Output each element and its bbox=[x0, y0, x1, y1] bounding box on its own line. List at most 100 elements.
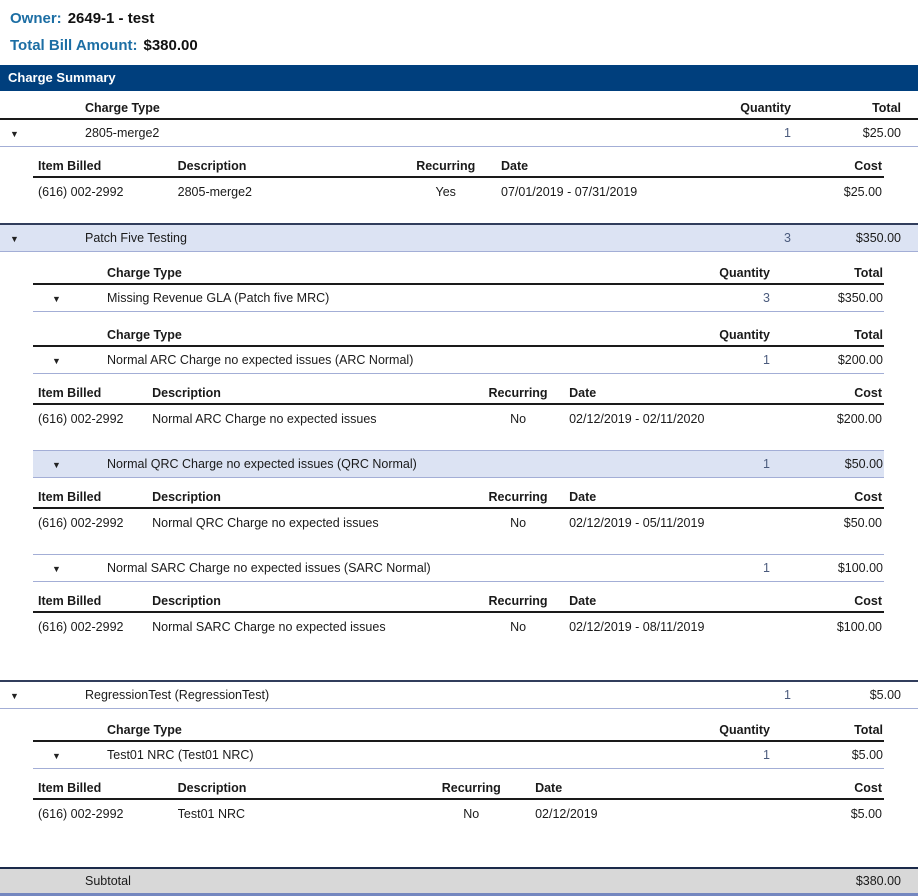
column-header-total: Total bbox=[784, 719, 884, 742]
item-detail-table: Item Billed Description Recurring Date C… bbox=[33, 382, 884, 432]
expanded-detail-sarc: Item Billed Description Recurring Date C… bbox=[33, 582, 884, 659]
recurring-cell: No bbox=[510, 516, 527, 530]
column-header-recurring: Recurring bbox=[467, 486, 570, 509]
column-header-item-billed: Item Billed bbox=[33, 382, 153, 405]
item-detail-table: Item Billed Description Recurring Date C… bbox=[33, 590, 884, 640]
charge-summary-header: Charge Summary bbox=[0, 65, 918, 91]
column-header-date: Date bbox=[569, 382, 774, 405]
sub-table-header-row: Charge Type Quantity Total bbox=[33, 719, 884, 742]
quantity-cell: 1 bbox=[664, 346, 784, 374]
spacer bbox=[33, 312, 884, 324]
collapse-arrow-icon[interactable]: ▼ bbox=[10, 234, 19, 244]
charge-row-missing-revenue-gla: ▼ Missing Revenue GLA (Patch five MRC) 3… bbox=[33, 284, 884, 312]
column-header-total: Total bbox=[784, 324, 884, 347]
owner-label: Owner: bbox=[10, 10, 62, 27]
description-cell: Normal ARC Charge no expected issues bbox=[152, 412, 377, 426]
arrow-column-spacer bbox=[0, 97, 44, 120]
item-billed-cell: (616) 002-2992 bbox=[38, 807, 124, 821]
column-header-date: Date bbox=[569, 486, 774, 509]
column-header-cost: Cost bbox=[773, 382, 884, 405]
quantity-cell: 3 bbox=[683, 223, 803, 252]
description-cell: Normal QRC Charge no expected issues bbox=[152, 516, 379, 530]
charge-summary-table: Charge Type Quantity Total ▼ 2805-merge2… bbox=[0, 97, 918, 896]
column-header-item-billed: Item Billed bbox=[33, 155, 178, 178]
detail-header-row: Item Billed Description Recurring Date C… bbox=[33, 590, 884, 613]
collapse-arrow-icon[interactable]: ▼ bbox=[52, 460, 61, 470]
total-bill-value: $380.00 bbox=[143, 37, 198, 54]
detail-row: (616) 002-2992 Normal QRC Charge no expe… bbox=[33, 508, 884, 536]
column-header-description: Description bbox=[152, 590, 467, 613]
column-header-quantity: Quantity bbox=[683, 97, 803, 120]
column-header-charge-type: Charge Type bbox=[44, 97, 683, 120]
item-billed-cell: (616) 002-2992 bbox=[38, 516, 124, 530]
column-header-recurring: Recurring bbox=[467, 382, 570, 405]
cost-cell: $5.00 bbox=[850, 807, 882, 821]
arrow-column-spacer bbox=[33, 324, 77, 347]
total-cell: $200.00 bbox=[784, 346, 884, 374]
column-header-quantity: Quantity bbox=[664, 719, 784, 742]
item-billed-cell: (616) 002-2992 bbox=[38, 185, 124, 199]
detail-header-row: Item Billed Description Recurring Date C… bbox=[33, 777, 884, 800]
column-header-description: Description bbox=[152, 486, 467, 509]
column-header-recurring: Recurring bbox=[467, 590, 570, 613]
arrow-column-spacer bbox=[0, 867, 44, 896]
item-detail-table: Item Billed Description Recurring Date C… bbox=[33, 777, 884, 827]
charge-type-cell: Normal QRC Charge no expected issues (QR… bbox=[77, 450, 664, 478]
charge-type-cell: Normal SARC Charge no expected issues (S… bbox=[77, 554, 664, 582]
quantity-cell: 1 bbox=[664, 450, 784, 478]
total-bill-label: Total Bill Amount: bbox=[10, 37, 138, 54]
description-cell: 2805-merge2 bbox=[177, 185, 253, 199]
column-header-recurring: Recurring bbox=[390, 155, 502, 178]
date-cell: 02/12/2019 - 05/11/2019 bbox=[569, 516, 705, 530]
column-header-cost: Cost bbox=[773, 777, 884, 800]
item-billed-cell: (616) 002-2992 bbox=[38, 412, 124, 426]
detail-row: (616) 002-2992 Normal ARC Charge no expe… bbox=[33, 404, 884, 432]
item-billed-cell: (616) 002-2992 bbox=[38, 620, 124, 634]
collapse-arrow-icon[interactable]: ▼ bbox=[52, 356, 61, 366]
quantity-cell: 1 bbox=[664, 554, 784, 582]
total-cell: $350.00 bbox=[784, 284, 884, 312]
column-header-date: Date bbox=[569, 590, 774, 613]
charge-type-cell: Normal ARC Charge no expected issues (AR… bbox=[77, 346, 664, 374]
charge-type-cell: Test01 NRC (Test01 NRC) bbox=[77, 741, 664, 769]
collapse-arrow-icon[interactable]: ▼ bbox=[10, 129, 19, 139]
date-cell: 02/12/2019 - 02/11/2020 bbox=[569, 412, 705, 426]
charge-type-cell: Missing Revenue GLA (Patch five MRC) bbox=[77, 284, 664, 312]
column-header-recurring: Recurring bbox=[407, 777, 536, 800]
sub-table-header-row: Charge Type Quantity Total bbox=[33, 262, 884, 285]
charge-row-test01-nrc: ▼ Test01 NRC (Test01 NRC) 1 $5.00 bbox=[33, 741, 884, 769]
collapse-arrow-icon[interactable]: ▼ bbox=[52, 564, 61, 574]
item-detail-table: Item Billed Description Recurring Date C… bbox=[33, 486, 884, 536]
date-cell: 02/12/2019 bbox=[535, 807, 598, 821]
sub-charge-table: Charge Type Quantity Total ▼ Normal ARC … bbox=[33, 324, 884, 658]
column-header-cost: Cost bbox=[773, 486, 884, 509]
column-header-description: Description bbox=[177, 155, 391, 178]
item-detail-table: Item Billed Description Recurring Date C… bbox=[33, 155, 884, 205]
column-header-item-billed: Item Billed bbox=[33, 486, 153, 509]
arrow-column-spacer bbox=[33, 719, 77, 742]
charge-row-patch-five-testing: ▼ Patch Five Testing 3 $350.00 bbox=[0, 223, 918, 252]
column-header-date: Date bbox=[501, 155, 774, 178]
column-header-description: Description bbox=[177, 777, 408, 800]
sub-charge-table: Charge Type Quantity Total ▼ Missing Rev… bbox=[33, 262, 884, 312]
recurring-cell: No bbox=[463, 807, 480, 821]
expanded-group-regressiontest: Charge Type Quantity Total ▼ Test01 NRC … bbox=[0, 709, 918, 869]
collapse-arrow-icon[interactable]: ▼ bbox=[10, 691, 19, 701]
subtotal-spacer bbox=[683, 867, 803, 896]
total-cell: $100.00 bbox=[784, 554, 884, 582]
collapse-arrow-icon[interactable]: ▼ bbox=[52, 751, 61, 761]
charge-row-sarc-normal: ▼ Normal SARC Charge no expected issues … bbox=[33, 554, 884, 582]
collapse-arrow-icon[interactable]: ▼ bbox=[52, 294, 61, 304]
description-cell: Test01 NRC bbox=[177, 807, 246, 821]
column-header-description: Description bbox=[152, 382, 467, 405]
arrow-column-spacer bbox=[33, 262, 77, 285]
total-cell: $350.00 bbox=[803, 223, 918, 252]
column-header-quantity: Quantity bbox=[664, 324, 784, 347]
column-header-date: Date bbox=[535, 777, 774, 800]
cost-cell: $100.00 bbox=[836, 620, 882, 634]
total-bill-line: Total Bill Amount: $380.00 bbox=[10, 37, 918, 55]
charge-type-cell: 2805-merge2 bbox=[44, 119, 683, 147]
expanded-group-patch-five-testing: Charge Type Quantity Total ▼ Missing Rev… bbox=[0, 252, 918, 682]
column-header-cost: Cost bbox=[773, 590, 884, 613]
cost-cell: $200.00 bbox=[836, 412, 882, 426]
